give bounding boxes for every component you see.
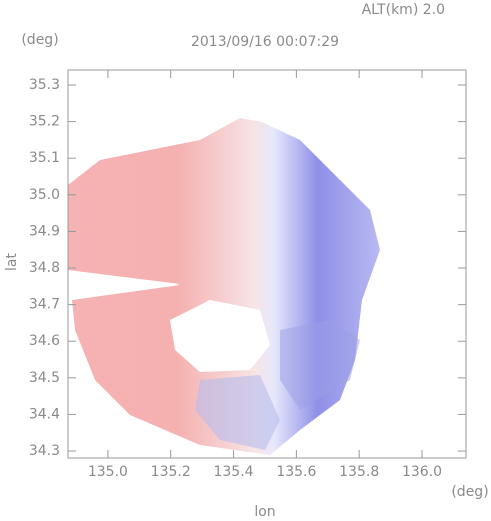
y-tick-label: 35.2 [29,114,60,130]
y-tick-label: 34.4 [29,406,60,422]
x-tick-label: 136.0 [402,464,442,480]
chart-title: 2013/09/16 00:07:29 [191,34,339,50]
radar-field [68,118,380,455]
x-tick-label: 135.0 [88,464,128,480]
x-tick-label: 135.8 [339,464,379,480]
y-tick-label: 34.6 [29,333,60,349]
y-unit: (deg) [21,32,58,48]
y-tick-label: 34.9 [29,223,60,239]
y-axis-label: lat [4,253,20,271]
x-tick-label: 135.2 [151,464,191,480]
x-unit: (deg) [451,484,488,500]
x-tick-label: 135.4 [213,464,253,480]
y-tick-label: 34.5 [29,370,60,386]
plot-frame [67,69,467,459]
y-tick-label: 35.1 [29,150,60,166]
x-axis-label: lon [254,504,275,520]
x-tick-label: 135.6 [276,464,316,480]
y-tick-label: 35.3 [29,77,60,93]
y-tick-label: 34.7 [29,297,60,313]
altitude-label: ALT(km) 2.0 [362,2,445,18]
y-tick-label: 34.3 [29,443,60,459]
y-tick-label: 34.8 [29,260,60,276]
y-tick-label: 35.0 [29,187,60,203]
